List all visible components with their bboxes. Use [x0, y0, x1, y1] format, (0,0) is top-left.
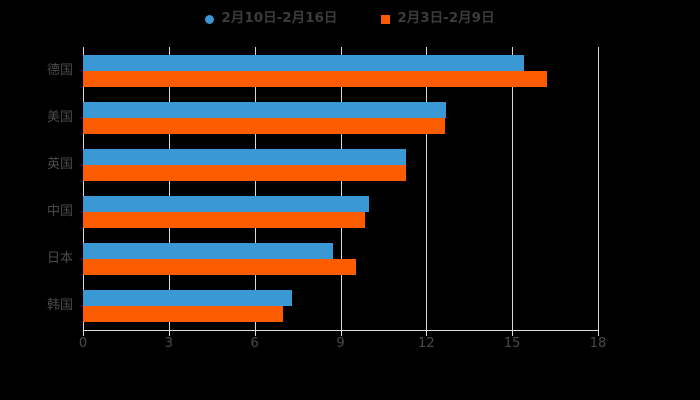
- square-marker-icon: [381, 14, 391, 24]
- y-axis-tick-label: 韩国: [46, 298, 73, 314]
- legend-item-series-0[interactable]: 2月10日-2月16日: [205, 12, 337, 26]
- bar-韩国-series-1[interactable]: [83, 306, 284, 323]
- x-axis-tick-label: 15: [503, 336, 521, 351]
- bar-德国-series-1[interactable]: [83, 70, 547, 87]
- bar-韩国-series-0[interactable]: [83, 290, 292, 307]
- y-axis-tick-label: 美国: [46, 109, 73, 125]
- x-axis-tick-label: 6: [250, 336, 259, 351]
- x-axis-tick: [254, 330, 256, 336]
- x-axis-tick: [426, 330, 428, 336]
- y-axis-tick-label: 英国: [46, 156, 73, 172]
- gridline: [512, 47, 514, 330]
- legend-label-series-1: 2月3日-2月9日: [397, 10, 495, 27]
- bar-中国-series-0[interactable]: [83, 196, 370, 213]
- y-axis-labels: 德国美国英国中国日本韩国: [0, 0, 73, 400]
- bar-英国-series-1[interactable]: [83, 164, 407, 181]
- x-axis-tick: [340, 330, 342, 336]
- plot-area: [83, 47, 599, 330]
- x-axis-tick: [512, 330, 514, 336]
- gridline: [254, 47, 256, 330]
- bar-中国-series-1[interactable]: [83, 212, 365, 229]
- bar-日本-series-1[interactable]: [83, 259, 357, 276]
- x-axis-tick-label: 12: [418, 336, 435, 351]
- x-axis-tick: [168, 330, 170, 336]
- x-axis-tick-label: 3: [164, 336, 173, 351]
- chart-legend: 2月10日-2月16日 2月3日-2月9日: [0, 0, 700, 38]
- y-axis-tick-label: 日本: [46, 251, 73, 267]
- x-axis-tick-label: 18: [589, 336, 607, 351]
- bar-英国-series-0[interactable]: [83, 148, 407, 165]
- x-axis-tick-label: 9: [336, 336, 345, 351]
- gridline: [168, 47, 170, 330]
- legend-label-series-0: 2月10日-2月16日: [221, 10, 338, 27]
- x-axis-tick-label: 0: [78, 336, 88, 351]
- gridline: [598, 47, 599, 330]
- circle-marker-icon: [205, 14, 215, 24]
- x-axis-tick: [83, 330, 84, 336]
- bar-德国-series-0[interactable]: [83, 54, 524, 71]
- bar-美国-series-0[interactable]: [83, 101, 447, 118]
- x-axis-tick: [598, 330, 599, 336]
- legend-item-series-1[interactable]: 2月3日-2月9日: [381, 10, 495, 27]
- gridline: [426, 47, 428, 330]
- y-axis-tick-label: 中国: [46, 204, 73, 220]
- gridline: [340, 47, 342, 330]
- y-axis-tick-label: 德国: [46, 62, 73, 78]
- gridline: [83, 47, 84, 330]
- bar-日本-series-0[interactable]: [83, 243, 334, 260]
- bar-美国-series-1[interactable]: [83, 117, 445, 134]
